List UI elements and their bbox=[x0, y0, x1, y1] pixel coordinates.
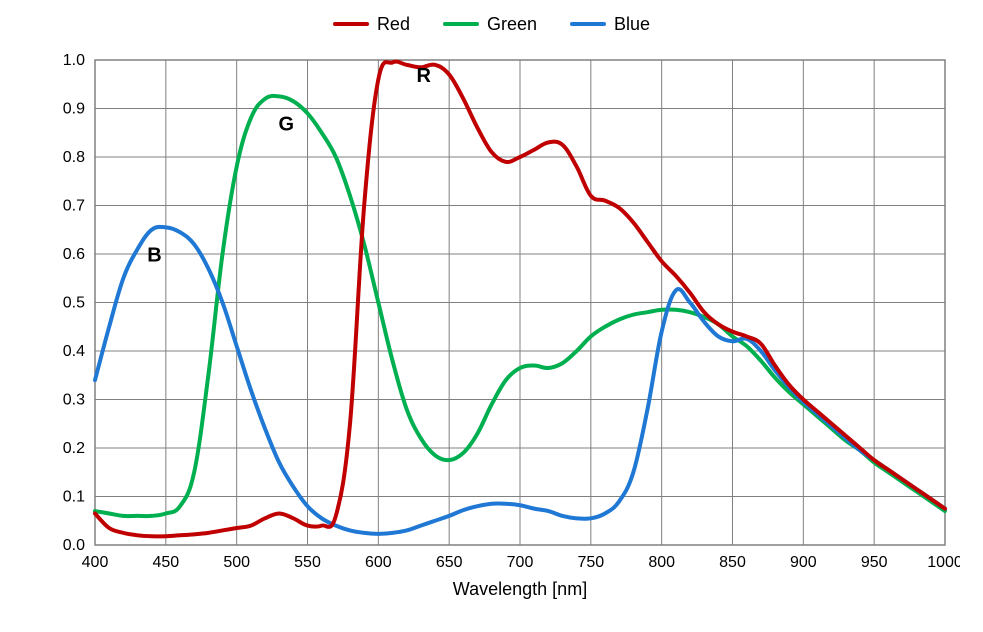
x-tick-label: 750 bbox=[577, 554, 604, 571]
y-tick-label: 0.0 bbox=[63, 537, 85, 554]
chart-page: Red Green Blue 400 450 500 550 600 650 700 750 8… bbox=[0, 0, 983, 632]
legend-label-green: Green bbox=[487, 14, 537, 35]
chart-svg: 400 450 500 550 600 650 700 750 800 850 900 950 1000… bbox=[40, 50, 960, 610]
legend-label-blue: Blue bbox=[614, 14, 650, 35]
y-tick-label: 0.4 bbox=[63, 343, 85, 360]
y-tick-label: 0.9 bbox=[63, 101, 85, 118]
chart-area: 400 450 500 550 600 650 700 750 800 850 900 950 1000… bbox=[40, 50, 960, 610]
legend-swatch-green bbox=[443, 22, 479, 26]
x-tick-label: 850 bbox=[719, 554, 746, 571]
legend: Red Green Blue bbox=[0, 10, 983, 35]
legend-item-blue: Blue bbox=[570, 14, 650, 35]
x-tick-label: 700 bbox=[507, 554, 534, 571]
y-tick-label: 0.2 bbox=[63, 440, 85, 457]
x-tick-label: 400 bbox=[82, 554, 109, 571]
x-tick-label: 550 bbox=[294, 554, 321, 571]
y-tick-label: 1.0 bbox=[63, 52, 85, 69]
x-tick-label: 600 bbox=[365, 554, 392, 571]
legend-swatch-blue bbox=[570, 22, 606, 26]
x-tick-label: 900 bbox=[790, 554, 817, 571]
legend-swatch-red bbox=[333, 22, 369, 26]
x-tick-label: 500 bbox=[223, 554, 250, 571]
annotation-g: G bbox=[278, 113, 294, 135]
annotation-r: R bbox=[416, 65, 431, 87]
y-tick-label: 0.1 bbox=[63, 489, 85, 506]
y-tick-label: 0.5 bbox=[63, 295, 85, 312]
legend-item-green: Green bbox=[443, 14, 537, 35]
y-tick-label: 0.6 bbox=[63, 246, 85, 263]
y-tick-label: 0.7 bbox=[63, 198, 85, 215]
x-tick-label: 950 bbox=[861, 554, 888, 571]
annotation-b: B bbox=[147, 244, 161, 266]
x-tick-label: 650 bbox=[436, 554, 463, 571]
y-tick-label: 0.3 bbox=[63, 392, 85, 409]
legend-item-red: Red bbox=[333, 14, 410, 35]
y-tick-label: 0.8 bbox=[63, 149, 85, 166]
x-tick-label: 800 bbox=[648, 554, 675, 571]
x-axis-title: Wavelength [nm] bbox=[453, 579, 587, 599]
x-tick-label: 450 bbox=[152, 554, 179, 571]
legend-label-red: Red bbox=[377, 14, 410, 35]
x-tick-label: 1000 bbox=[927, 554, 960, 571]
